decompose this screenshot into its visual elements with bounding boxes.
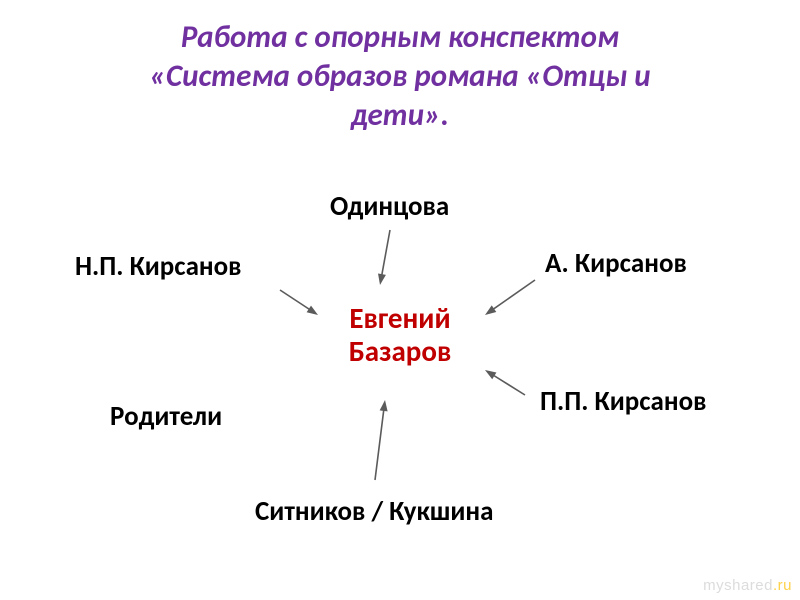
watermark: myshared.ru bbox=[703, 577, 792, 594]
title-line2: «Система образов романа «Отцы и bbox=[149, 57, 650, 95]
watermark-prefix: myshared bbox=[703, 577, 773, 594]
title-line1: Работа с опорным конспектом bbox=[181, 18, 619, 56]
page-title: Работа с опорным конспектом «Система обр… bbox=[0, 18, 800, 134]
node-odintsova: Одинцова bbox=[330, 190, 449, 223]
center-node: Евгений Базаров bbox=[320, 302, 480, 369]
title-line3: дети». bbox=[351, 96, 449, 134]
node-pp-kirsanov: П.П. Кирсанов bbox=[540, 385, 706, 418]
node-a-kirsanov: А. Кирсанов bbox=[545, 247, 687, 280]
node-np-kirsanov: Н.П. Кирсанов bbox=[75, 250, 242, 283]
center-line1: Евгений bbox=[349, 300, 450, 336]
node-roditeli: Родители bbox=[110, 400, 222, 433]
node-sitnikov: Ситников / Кукшина bbox=[255, 495, 494, 528]
center-line2: Базаров bbox=[349, 333, 452, 369]
watermark-accent: .ru bbox=[773, 577, 792, 594]
